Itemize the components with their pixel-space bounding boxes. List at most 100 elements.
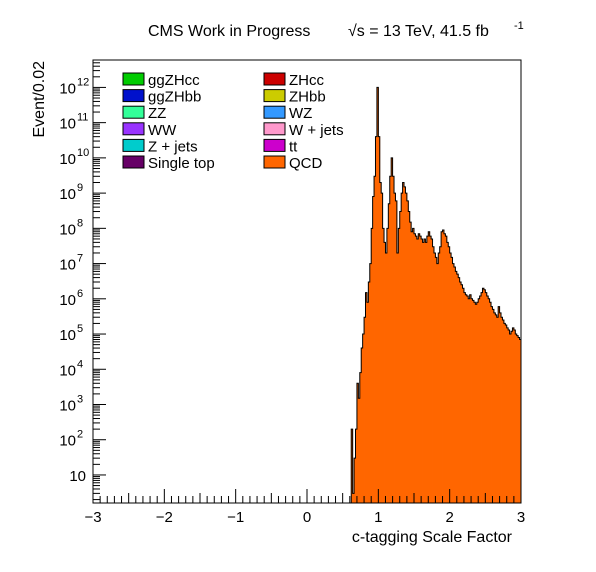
y-tick-label: 10 3 <box>59 393 83 414</box>
legend-label: ZHbb <box>289 89 326 106</box>
legend-entry: Z + jets <box>122 138 198 155</box>
legend-swatch <box>122 105 145 119</box>
bar <box>518 337 520 503</box>
legend-entry: ggZHbb <box>122 89 201 106</box>
y-tick-mantissa: 10 <box>59 257 76 274</box>
bar <box>399 211 402 503</box>
bar <box>466 296 469 503</box>
bar <box>443 233 446 503</box>
bar <box>362 334 365 503</box>
legend-entry: ggZHcc <box>122 72 200 89</box>
y-tick-exponent: 5 <box>77 323 83 335</box>
y-tick-label: 10 2 <box>59 429 83 450</box>
legend-swatch <box>122 155 145 169</box>
y-tick-label: 10 10 <box>59 147 89 168</box>
bar <box>361 348 364 503</box>
bar <box>441 231 443 504</box>
bar <box>491 306 493 503</box>
y-tick-mantissa: 10 <box>69 468 86 485</box>
legend-label: WZ <box>289 105 312 122</box>
legend-swatch <box>122 72 145 86</box>
bar <box>391 157 393 503</box>
y-tick-exponent: 2 <box>77 429 83 441</box>
legend-label: ggZHbb <box>148 89 201 106</box>
bar <box>478 298 481 503</box>
bar <box>351 429 354 503</box>
bar <box>439 246 442 504</box>
bar <box>452 263 455 503</box>
x-tick-label: −3 <box>84 509 101 526</box>
legend-swatch <box>122 122 145 136</box>
y-tick-label: 10 9 <box>59 182 83 203</box>
bar <box>453 266 456 503</box>
bar <box>426 236 429 503</box>
y-tick-label: 10 7 <box>59 253 83 274</box>
x-tick-label: 0 <box>303 509 311 526</box>
bar <box>422 242 425 503</box>
y-tick-exponent: 3 <box>77 393 83 405</box>
y-tick-label: 10 8 <box>59 217 83 238</box>
bar <box>482 288 485 503</box>
x-tick-label: 3 <box>517 509 525 526</box>
bar <box>381 193 384 503</box>
bar <box>445 236 448 503</box>
bar <box>359 372 362 503</box>
bar <box>481 292 483 503</box>
bar <box>461 284 463 503</box>
y-tick-exponent: 6 <box>77 288 83 300</box>
bar <box>498 306 500 503</box>
bar <box>446 242 449 503</box>
y-tick-mantissa: 10 <box>59 292 76 309</box>
bar <box>421 238 423 503</box>
bar <box>395 200 398 504</box>
bar <box>449 252 452 503</box>
bar <box>488 298 491 503</box>
bar <box>509 334 512 503</box>
x-tick-label: −2 <box>156 509 173 526</box>
legend-label: W + jets <box>289 122 344 139</box>
y-tick-mantissa: 10 <box>59 221 76 238</box>
y-tick-mantissa: 10 <box>59 362 76 379</box>
bar <box>489 302 492 503</box>
bar <box>371 228 374 503</box>
legend-entry: WW <box>122 122 177 139</box>
bar <box>423 238 426 503</box>
bar <box>385 252 388 503</box>
bar <box>358 398 361 503</box>
bar <box>513 330 516 503</box>
bar <box>508 330 510 503</box>
legend-entry: WZ <box>263 105 312 122</box>
bar <box>432 246 435 504</box>
bar <box>388 203 391 503</box>
bar <box>492 309 495 503</box>
bar <box>419 236 422 503</box>
bar <box>516 335 519 503</box>
legend-swatch <box>263 155 286 169</box>
bar <box>451 257 453 503</box>
bar <box>415 236 418 503</box>
legend-label: ZZ <box>148 105 166 122</box>
y-tick-mantissa: 10 <box>59 116 76 133</box>
bar <box>462 288 465 503</box>
bar <box>469 294 472 503</box>
legend-swatch <box>263 89 286 103</box>
bar <box>386 228 389 503</box>
legend-swatch <box>122 89 145 103</box>
y-tick-exponent: 10 <box>77 147 89 159</box>
y-tick-label: 10 12 <box>59 76 89 97</box>
legend-entry: W + jets <box>263 122 344 139</box>
bar <box>502 320 505 503</box>
bar <box>433 252 436 503</box>
bar <box>501 317 503 503</box>
bar <box>472 300 475 503</box>
y-tick-label: 10 11 <box>59 112 88 133</box>
legend-entry: tt <box>263 138 298 155</box>
bar <box>435 257 438 503</box>
bar <box>372 196 375 503</box>
y-tick-mantissa: 10 <box>59 397 76 414</box>
bar <box>503 323 506 503</box>
bar <box>425 242 428 503</box>
bar <box>512 327 515 503</box>
bar <box>354 458 356 503</box>
bar <box>479 296 482 503</box>
